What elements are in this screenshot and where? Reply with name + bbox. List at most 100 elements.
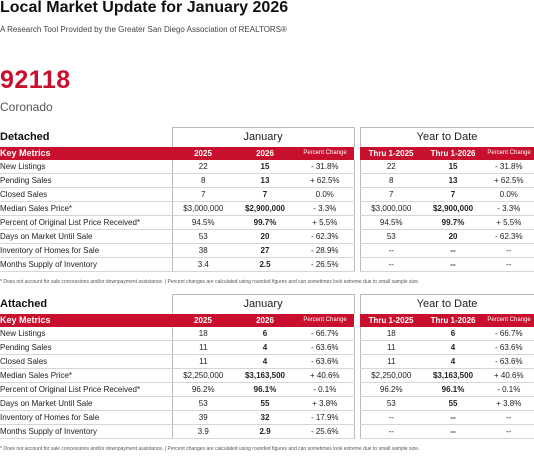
metric-label: New Listings (0, 160, 172, 174)
ytd-percent-change: -- (484, 410, 534, 425)
month-prior-value: 7 (171, 187, 234, 202)
section-title: Attached (0, 298, 48, 310)
key-metrics-header: Key Metrics (0, 147, 172, 160)
ytd-group-header: Year to Date (359, 294, 534, 314)
metric-label: Inventory of Homes for Sale (0, 410, 172, 425)
month-percent-change: - 63.6% (296, 340, 355, 355)
ytd-prior-value: 8 (359, 173, 423, 188)
table-row: Months Supply of Inventory 3.9 2.9- 25.6% -… (0, 424, 534, 439)
ytd-percent-change: - 31.8% (484, 160, 534, 174)
ytd-prior-value: 11 (359, 340, 423, 355)
month-percent-change: - 31.8% (296, 160, 355, 174)
ytd-prior-value: 18 (359, 327, 423, 341)
month-percent-change: - 26.5% (296, 257, 355, 272)
ytd-prior-value: -- (359, 410, 423, 425)
page-title: Local Market Update for January 2026 (0, 0, 289, 16)
month-prior-value: 53 (171, 396, 234, 411)
metric-label: Median Sales Price* (0, 201, 172, 216)
table-row: New Listings 22 15- 31.8% 22 15- 31.8% (0, 160, 534, 174)
month-percent-change: - 3.3% (296, 201, 355, 216)
month-current-value: 99.7% (234, 215, 296, 230)
attached-table: Attached January Year to Date Key Metric… (0, 294, 534, 439)
month-current-value: 15 (234, 160, 296, 174)
metric-label: Closed Sales (0, 187, 172, 202)
month-current-value: 55 (234, 396, 296, 411)
ytd-current-value: $2,900,000 (422, 201, 485, 216)
metric-label: Pending Sales (0, 173, 172, 188)
ytd2-header: Thru 1-2026 (422, 147, 485, 160)
ytd-percent-change: + 3.8% (484, 396, 534, 411)
ytd-current-value: -- (422, 243, 485, 258)
month-current-value: 4 (234, 354, 296, 369)
month-prior-value: 18 (171, 327, 234, 341)
attached-section: Attached January Year to Date Key Metric… (0, 294, 534, 439)
ytd2-header: Thru 1-2026 (422, 314, 485, 327)
ytd-percent-change: - 0.1% (484, 382, 534, 397)
month-current-value: 7 (234, 187, 296, 202)
ytd-current-value: 15 (422, 160, 485, 174)
table-row: Closed Sales 11 4- 63.6% 11 4- 63.6% (0, 354, 534, 369)
column-header-row: Key Metrics 2025 2026 Percent Change Thr… (0, 314, 534, 327)
metric-label: Closed Sales (0, 354, 172, 369)
column-header-row: Key Metrics 2025 2026 Percent Change Thr… (0, 147, 534, 160)
ytd-percent-change: - 62.3% (484, 229, 534, 244)
ytd-current-value: -- (422, 410, 485, 425)
month-prior-value: $2,250,000 (171, 368, 234, 383)
month-current-value: $2,900,000 (234, 201, 296, 216)
month-percent-change: - 0.1% (296, 382, 355, 397)
ytd-prior-value: 11 (359, 354, 423, 369)
ytd-prior-value: $2,250,000 (359, 368, 423, 383)
month-current-value: 96.1% (234, 382, 296, 397)
table-row: Closed Sales 7 7 0.0% 7 7 0.0% (0, 187, 534, 202)
month-current-value: 32 (234, 410, 296, 425)
ytd-current-value: 4 (422, 340, 485, 355)
ytd-percent-change-header: Percent Change (484, 147, 534, 160)
ytd-percent-change: + 40.6% (484, 368, 534, 383)
metric-label: Percent of Original List Price Received* (0, 215, 172, 230)
city-name: Coronado (0, 100, 53, 114)
ytd-percent-change: - 66.7% (484, 327, 534, 341)
ytd-percent-change: + 5.5% (484, 215, 534, 230)
ytd-current-value: 96.1% (422, 382, 485, 397)
ytd-current-value: 13 (422, 173, 485, 188)
footnote: * Does not account for sale concessions … (0, 279, 420, 285)
month-percent-change: - 62.3% (296, 229, 355, 244)
month-group-header: January (171, 127, 355, 147)
ytd-prior-value: 53 (359, 229, 423, 244)
section-title: Detached (0, 131, 50, 143)
ytd-percent-change-header: Percent Change (484, 314, 534, 327)
month-current-value: 4 (234, 340, 296, 355)
table-row: Inventory of Homes for Sale 38 27- 28.9% --… (0, 243, 534, 258)
month-prior-value: 22 (171, 160, 234, 174)
month-percent-change: 0.0% (296, 187, 355, 202)
metric-label: Days on Market Until Sale (0, 229, 172, 244)
ytd-prior-value: 7 (359, 187, 423, 202)
month-prior-value: 53 (171, 229, 234, 244)
month-current-value: 2.5 (234, 257, 296, 272)
month-group-header: January (171, 294, 355, 314)
table-row: Inventory of Homes for Sale 39 32- 17.9% --… (0, 410, 534, 425)
ytd-percent-change: -- (484, 243, 534, 258)
percent-change-header: Percent Change (296, 314, 355, 327)
ytd-current-value: -- (422, 424, 485, 439)
metric-label: Percent of Original List Price Received* (0, 382, 172, 397)
percent-change-header: Percent Change (296, 147, 355, 160)
month-percent-change: + 62.5% (296, 173, 355, 188)
metric-label: Months Supply of Inventory (0, 257, 172, 272)
month-current-value: 6 (234, 327, 296, 341)
ytd-percent-change: - 63.6% (484, 354, 534, 369)
ytd-prior-value: -- (359, 243, 423, 258)
ytd-prior-value: 94.5% (359, 215, 423, 230)
table-row: Pending Sales 11 4- 63.6% 11 4- 63.6% (0, 340, 534, 355)
year1-header: 2025 (172, 314, 234, 327)
table-row: Days on Market Until Sale 53 20- 62.3% 53 20… (0, 229, 534, 244)
month-percent-change: - 28.9% (296, 243, 355, 258)
table-row: New Listings 18 6- 66.7% 18 6- 66.7% (0, 327, 534, 341)
ytd-percent-change: -- (484, 257, 534, 272)
metric-label: Months Supply of Inventory (0, 424, 172, 439)
ytd-percent-change: - 63.6% (484, 340, 534, 355)
key-metrics-header: Key Metrics (0, 314, 172, 327)
ytd-percent-change: -- (484, 424, 534, 439)
month-current-value: 2.9 (234, 424, 296, 439)
year2-header: 2026 (234, 147, 296, 160)
